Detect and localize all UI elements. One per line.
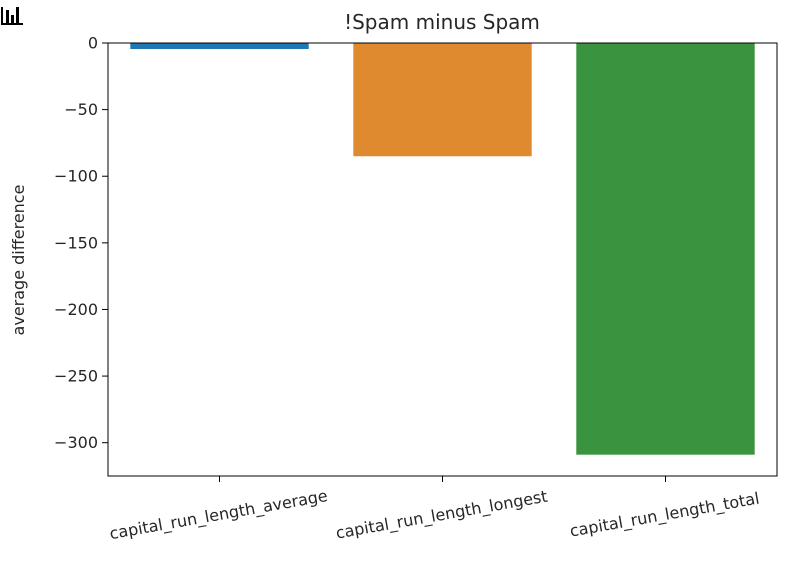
bars-layer	[130, 43, 755, 455]
y-tick-label: 0	[88, 34, 98, 53]
x-tick-label: capital_run_length_average	[108, 486, 329, 544]
bar-capital_run_length_average	[130, 43, 309, 49]
bar-chart-icon[interactable]	[0, 4, 24, 26]
x-tick-label: capital_run_length_longest	[334, 487, 549, 544]
y-tick-label: −100	[54, 167, 98, 186]
bar-capital_run_length_longest	[353, 43, 532, 157]
chart-title: !Spam minus Spam	[344, 10, 540, 34]
y-tick-label: −300	[54, 433, 98, 452]
y-tick-label: −150	[54, 233, 98, 252]
y-tick-label: −250	[54, 367, 98, 386]
y-tick-label: −200	[54, 300, 98, 319]
y-tick-label: −50	[64, 100, 98, 119]
y-axis-label: average difference	[9, 185, 28, 336]
x-tick-label: capital_run_length_total	[568, 489, 761, 542]
bar-capital_run_length_total	[576, 43, 755, 455]
